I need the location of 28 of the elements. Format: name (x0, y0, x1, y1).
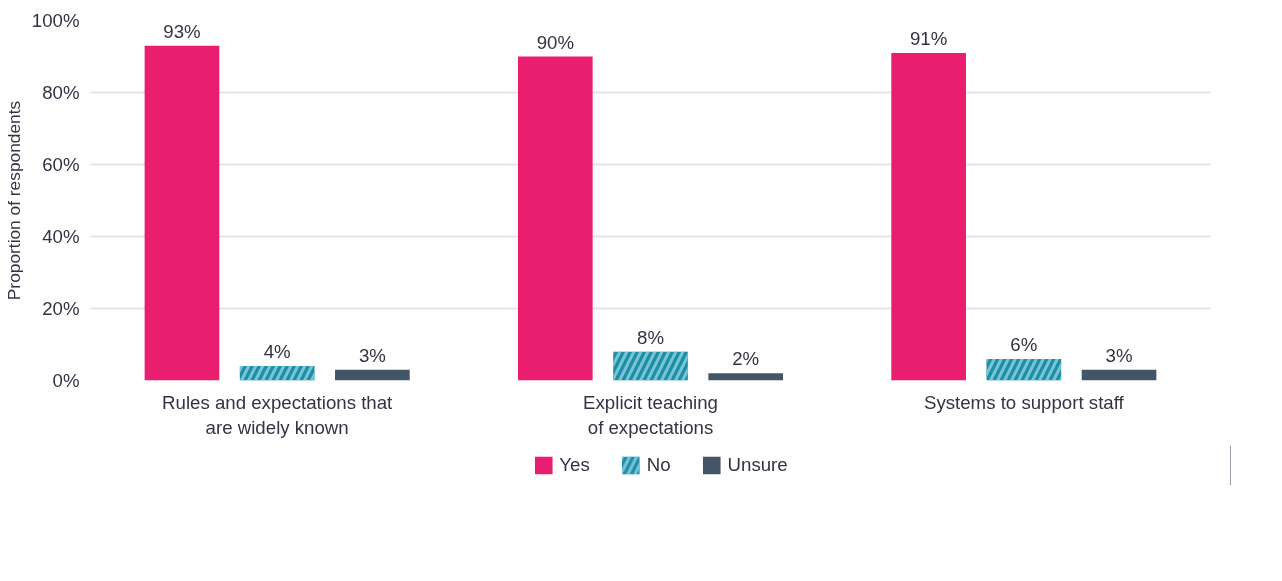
bar (891, 52, 966, 381)
y-tick-label: 100% (31, 10, 80, 31)
data-label: 90% (536, 31, 574, 53)
bar (708, 373, 784, 381)
y-tick-label: 60% (42, 154, 80, 175)
x-tick-label: Rules and expectations that are widely known (162, 391, 394, 438)
y-tick-label: 40% (42, 226, 80, 247)
data-label: 3% (358, 344, 386, 366)
y-axis-title: Proportion of respondents (3, 100, 24, 301)
bar (1081, 369, 1157, 381)
y-tick-label: 20% (42, 298, 80, 319)
bar (517, 56, 593, 381)
data-label: 93% (163, 20, 201, 42)
bar (144, 45, 220, 381)
y-tick-label: 0% (52, 370, 80, 391)
bar (335, 369, 410, 381)
data-label: 6% (1010, 333, 1038, 355)
legend-label: Yes (559, 454, 590, 476)
data-label: 2% (732, 348, 760, 370)
data-label: 4% (263, 341, 291, 363)
data-label: 3% (1105, 344, 1133, 366)
legend-label: Unsure (727, 454, 788, 476)
data-label: 91% (909, 27, 948, 49)
y-tick-label: 80% (42, 82, 80, 103)
legend-label: No (646, 454, 671, 476)
data-label: 8% (637, 326, 664, 348)
x-tick-label: Explicit teaching of expectations (583, 391, 718, 438)
x-tick-label: Systems to support staff (923, 391, 1125, 413)
